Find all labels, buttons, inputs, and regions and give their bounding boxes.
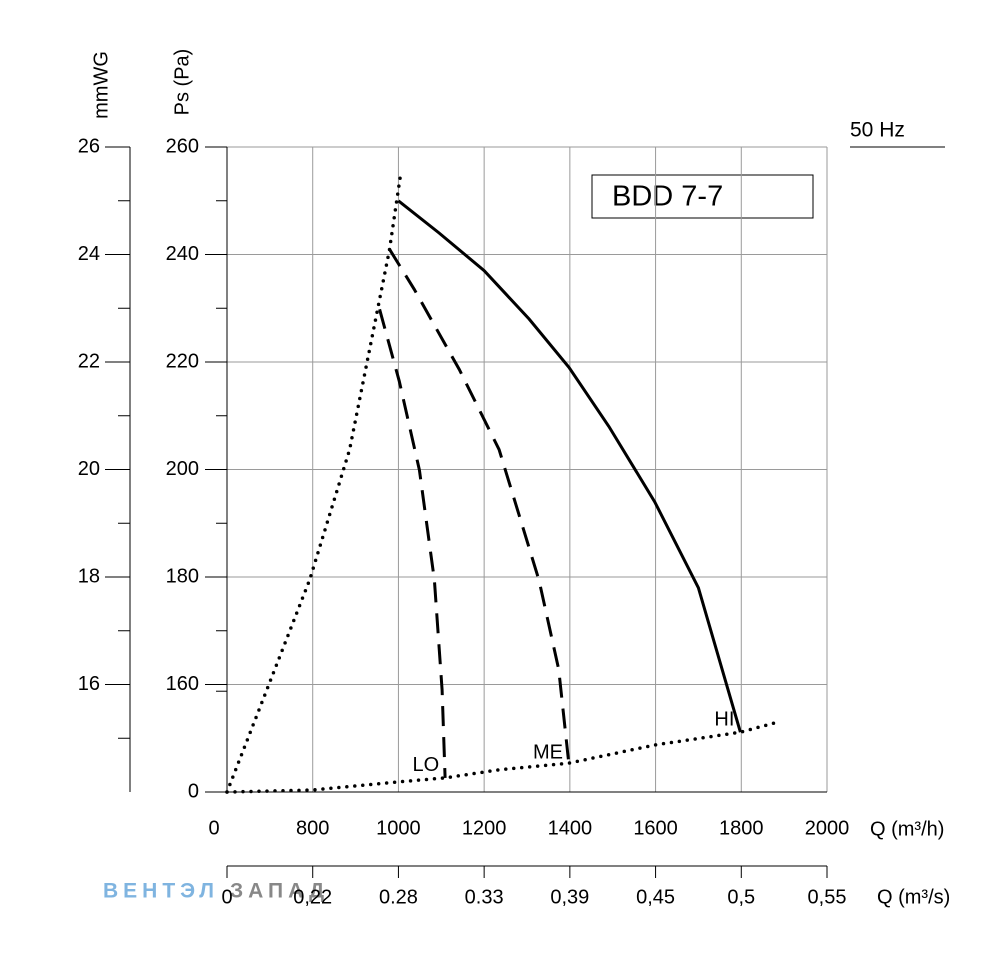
x-tick-label: 1200 [462,817,507,839]
x2-tick-label: 0,22 [293,886,332,908]
y2-tick-label: 22 [78,350,100,372]
y2-tick-label: 20 [78,458,100,480]
y-tick-label: 220 [166,350,199,372]
x2-tick-label: 0.33 [465,886,504,908]
x-tick-label: 1000 [376,817,421,839]
y2-tick-label: 24 [78,243,100,265]
x-tick-label: 1600 [633,817,678,839]
y-tick-label: 200 [166,458,199,480]
curve-label: HI [714,708,734,730]
curve [388,248,571,766]
curve [397,199,742,733]
watermark: ЗАПАД [230,880,329,903]
x2-tick-label: 0,45 [636,886,675,908]
y2-tick-label: 26 [78,135,100,157]
y-tick-label: 160 [166,673,199,695]
x2-tick-label: 0,55 [808,886,847,908]
y-tick-label: 0 [188,780,199,802]
x-tick-label: 1800 [719,817,764,839]
y2-axis-label: mmWG [90,51,112,119]
x-tick-label: 2000 [805,817,850,839]
curve [225,721,777,794]
y-tick-label: 180 [166,565,199,587]
watermark: ВЕНТЭЛ [103,880,219,903]
x-tick-label: 0 [208,817,219,839]
y-tick-label: 240 [166,243,199,265]
curve [225,172,403,794]
x2-axis-label: Q (m³/s) [877,886,950,908]
y-axis-label: Ps (Pa) [171,49,193,116]
title-box [591,174,814,219]
curve-label: LO [412,754,439,776]
y-tick-label: 260 [166,135,199,157]
curve [378,308,447,778]
x-tick-label: 800 [296,817,329,839]
x2-tick-label: 0,39 [550,886,589,908]
curve-label: ME [533,741,563,763]
x-axis-label: Q (m³/h) [870,818,944,840]
y2-tick-label: 16 [78,673,100,695]
x2-tick-label: 0,5 [727,886,755,908]
x-tick-label: 1400 [548,817,593,839]
chart-title: BDD 7-7 [612,181,723,213]
chart-subtitle: 50 Hz [850,119,905,142]
x2-tick-label: 0 [221,886,232,908]
x2-tick-label: 0.28 [379,886,418,908]
y2-tick-label: 18 [78,565,100,587]
